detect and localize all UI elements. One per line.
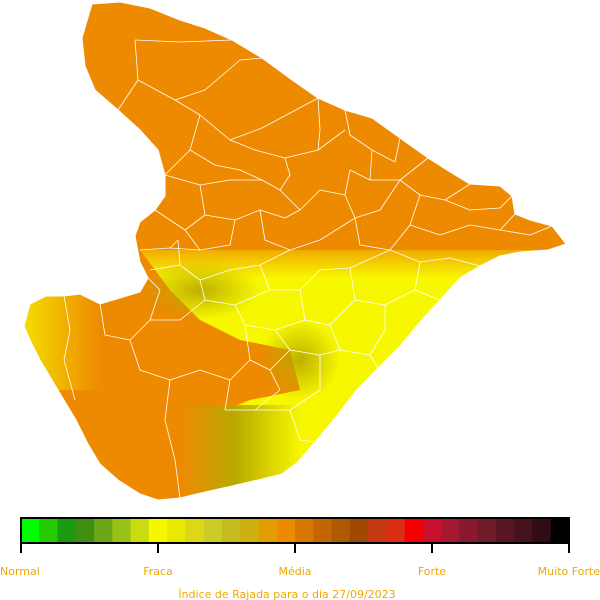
- scale-swatch: [422, 518, 442, 543]
- scale-tick-label: Normal: [0, 565, 40, 578]
- scale-swatch: [112, 518, 132, 543]
- scale-swatch: [167, 518, 186, 543]
- scale-swatch: [550, 518, 570, 543]
- scale-swatch: [185, 518, 205, 543]
- scale-swatch: [477, 518, 497, 543]
- scale-swatch: [441, 518, 460, 543]
- state-fill: [24, 2, 566, 500]
- scale-swatch: [258, 518, 278, 543]
- scale-swatch: [21, 518, 40, 543]
- scale-tick-label: Fraca: [143, 565, 173, 578]
- scale-swatch: [203, 518, 223, 543]
- scale-swatch: [295, 518, 314, 543]
- scale-swatch: [532, 518, 552, 543]
- scale-swatch: [349, 518, 369, 543]
- scale-swatch: [313, 518, 333, 543]
- scale-swatch: [276, 518, 296, 543]
- scale-swatch: [404, 518, 424, 543]
- scale-swatches: [21, 518, 570, 543]
- scale-swatch: [368, 518, 387, 543]
- scale-swatch: [130, 518, 150, 543]
- scale-ticks: [20, 543, 570, 553]
- map-caption: Índice de Rajada para o dia 27/09/2023: [178, 588, 395, 600]
- municipal-borders: [63, 39, 553, 499]
- scale-tick-label: Forte: [418, 565, 447, 578]
- scale-swatch: [39, 518, 59, 543]
- scale-swatch: [94, 518, 113, 543]
- scale-swatch: [57, 518, 77, 543]
- scale-swatch: [495, 518, 515, 543]
- scale-swatch: [75, 518, 95, 543]
- state-map: [23, 1, 567, 501]
- scale-swatch: [221, 518, 241, 543]
- scale-tick-label: Muito Forte: [538, 565, 600, 578]
- scale-swatch: [148, 518, 168, 543]
- scale-tick-labels: Normal Fraca Média Forte Muito Forte: [0, 565, 600, 578]
- scale-swatch: [386, 518, 406, 543]
- scale-swatch: [240, 518, 259, 543]
- color-scale: Normal Fraca Média Forte Muito Forte Índice …: [0, 517, 600, 600]
- scale-tick-label: Média: [278, 565, 311, 578]
- scale-swatch: [331, 518, 351, 543]
- scale-swatch: [514, 518, 533, 543]
- scale-swatch: [459, 518, 479, 543]
